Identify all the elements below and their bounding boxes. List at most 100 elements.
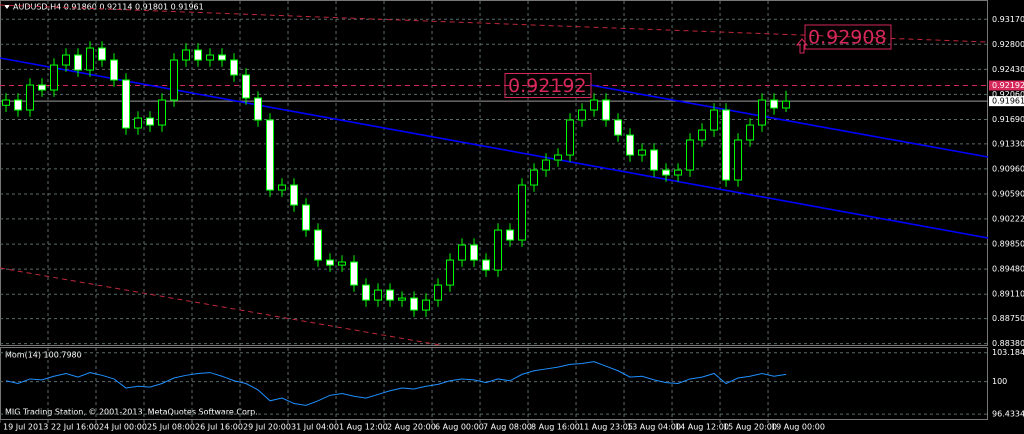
level-tag (989, 80, 1024, 91)
bid-tag (989, 96, 1024, 107)
y-tick-label: 96.4334 (992, 410, 1024, 419)
candle-body (518, 184, 527, 241)
x-tick-label: 15 Aug 20:00 (723, 423, 777, 432)
y-tick-label: 0.90960 (992, 164, 1024, 173)
candle-body (194, 49, 203, 61)
candle-body (242, 74, 251, 99)
candle-body (386, 289, 395, 301)
y-tick-label: 0.88750 (992, 314, 1024, 323)
level-box (504, 72, 592, 98)
trend-line (0, 57, 989, 239)
candle-body (530, 169, 539, 186)
y-tick-label: 0.89850 (992, 240, 1024, 249)
candle-body (254, 97, 263, 121)
candle-body (602, 99, 611, 121)
trend-line (589, 84, 989, 158)
candle-body (650, 149, 659, 171)
y-tick-label: 0.91690 (992, 115, 1024, 124)
indicator-frame (0, 347, 988, 420)
candle-body (74, 54, 83, 71)
y-tick-label: 0.90222 (992, 214, 1024, 223)
level-label: 0.92192 (508, 75, 587, 97)
candle-body (278, 184, 287, 191)
candle-body (782, 100, 791, 109)
x-tick-label: 1 Aug 12:00 (339, 423, 388, 432)
copyright: MIG Trading Station, © 2001-2013, MetaQu… (5, 408, 258, 417)
symbol-title: AUDUSD,H4 0.91860 0.92114 0.91801 0.9196… (13, 3, 204, 12)
x-tick-label: 11 Aug 23:05 (579, 423, 633, 432)
candle-body (458, 244, 467, 261)
candle-body (38, 84, 47, 91)
candle-body (230, 59, 239, 76)
y-tick-label: 0.89480 (992, 265, 1024, 274)
candle-body (170, 59, 179, 101)
x-tick-label: 13 Aug 04:00 (627, 423, 681, 432)
menu-icon[interactable] (4, 5, 10, 9)
target-label: 0.92908 (808, 26, 887, 48)
candle-body (578, 109, 587, 121)
candle-body (542, 159, 551, 171)
x-tick-label: 31 Jul 04:00 (291, 423, 339, 432)
candle-body (218, 54, 227, 61)
candle-body (494, 229, 503, 271)
indicator-line (5, 361, 787, 406)
level-tag-label: 0.92192 (992, 81, 1024, 90)
x-tick-label: 19 Jul 2013 (3, 423, 48, 432)
main-frame (0, 0, 988, 346)
candle-body (614, 119, 623, 136)
candle-body (590, 99, 599, 111)
candle-body (710, 109, 719, 131)
candle-body (338, 261, 347, 266)
candle-body (86, 47, 95, 71)
y-tick-label: 0.89110 (992, 290, 1024, 299)
target-arrow (795, 38, 809, 54)
candle-body (746, 124, 755, 141)
candle-body (434, 284, 443, 301)
candle-body (50, 64, 59, 91)
candle-body (62, 54, 71, 66)
y-tick-label: 0.88380 (992, 339, 1024, 348)
candle-body (2, 99, 11, 106)
x-tick-label: 24 Jul 00:00 (99, 423, 147, 432)
x-tick-label: 29 Jul 20:00 (243, 423, 291, 432)
candle-body (14, 99, 23, 111)
candle-body (722, 109, 731, 181)
y-tick-label: 0.92060 (992, 90, 1024, 99)
x-tick-label: 7 Aug 08:00 (483, 423, 532, 432)
candle-body (206, 54, 215, 61)
bid-tag-label: 0.91961 (992, 97, 1024, 106)
candle-body (410, 297, 419, 311)
candle-body (506, 229, 515, 241)
candle-body (734, 139, 743, 181)
x-tick-label: 6 Aug 00:00 (435, 423, 484, 432)
candle-body (554, 154, 563, 161)
candle-body (698, 129, 707, 141)
candle-body (398, 297, 407, 301)
candle-body (146, 117, 155, 126)
candle-body (470, 244, 479, 261)
candle-body (182, 49, 191, 61)
candle-body (98, 47, 107, 61)
candle-body (626, 134, 635, 156)
y-tick-label: 0.90590 (992, 189, 1024, 198)
x-tick-label: 14 Aug 12:00 (675, 423, 729, 432)
y-tick-label: 0.91330 (992, 139, 1024, 148)
candle-body (326, 259, 335, 266)
candle-body (302, 204, 311, 231)
candle-body (770, 99, 779, 109)
x-tick-label: 25 Jul 08:00 (147, 423, 195, 432)
candle-body (758, 99, 767, 126)
candle-body (314, 229, 323, 261)
candle-body (482, 259, 491, 271)
candle-body (422, 299, 431, 311)
candle-body (134, 117, 143, 129)
target-box (804, 24, 892, 50)
candle-body (26, 84, 35, 111)
candle-body (374, 289, 383, 301)
candle-body (446, 259, 455, 286)
trend-line (0, 4, 989, 43)
candle-body (110, 59, 119, 81)
indicator-title: Mom(14) 100.7980 (5, 351, 82, 360)
